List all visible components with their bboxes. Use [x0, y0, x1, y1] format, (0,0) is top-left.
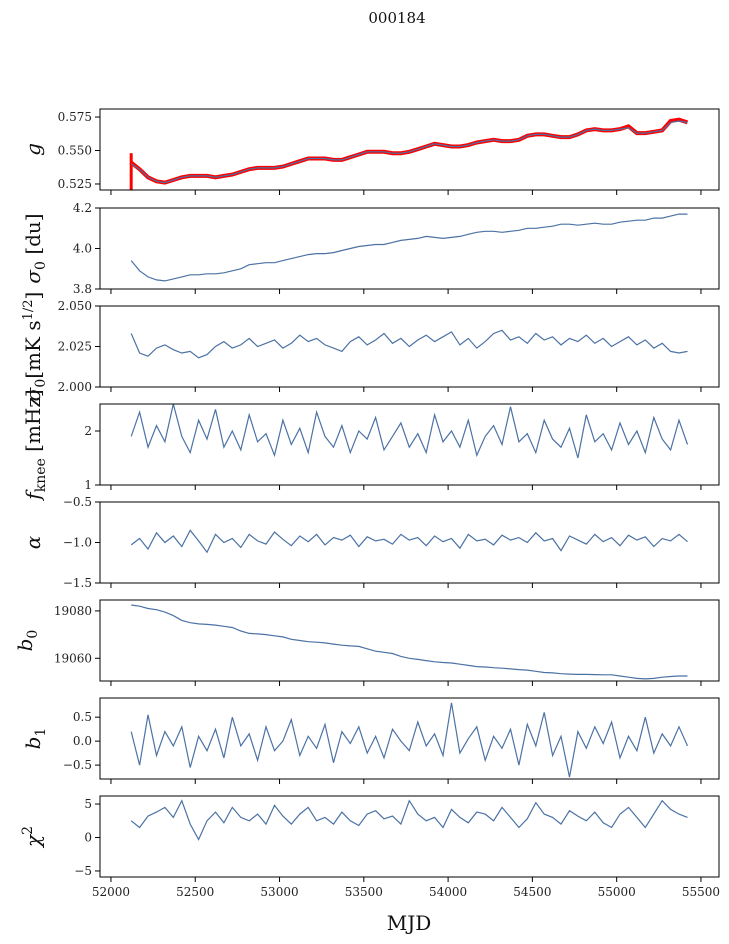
y-label-part: 1	[33, 728, 49, 737]
y-tick-label: 0.5	[73, 710, 92, 724]
y-axis-label: α	[21, 535, 45, 549]
y-axis-label: χ2	[20, 826, 45, 849]
x-tick-label: 54500	[513, 885, 551, 899]
y-label-part: 1/2	[21, 299, 36, 320]
axes-frame	[99, 403, 720, 486]
axes-frame	[99, 697, 720, 780]
y-tick-label: 0.525	[58, 177, 92, 191]
panel-chi2: −5 0 5 52000 52500 53000 53500 54000 54500 55000 5…	[20, 795, 720, 899]
y-axis-label: fknee [mHz]	[21, 389, 49, 501]
x-axis-label: MJD	[387, 911, 432, 935]
y-label-part: ]	[21, 292, 45, 300]
axes-frame	[99, 795, 720, 878]
x-tick-label: 54000	[429, 885, 467, 899]
y-label-part: [mHz]	[21, 389, 45, 458]
axes-frame	[99, 207, 720, 290]
panel-sigma0_du: 3.8 4.0 4.2 σ0 [du]	[21, 201, 720, 296]
panel-b0: 19060 19080 b0	[13, 599, 720, 686]
series-line	[131, 604, 688, 680]
y-tick-label: −1.5	[63, 576, 92, 590]
series-line	[130, 529, 688, 554]
panel-b1: −0.5 0.0 0.5 b1	[21, 697, 720, 784]
y-tick-label: 1	[84, 478, 92, 492]
y-tick-label: 19060	[54, 651, 92, 665]
y-axis-label: σ0 [du]	[21, 213, 49, 283]
series-line	[130, 702, 689, 778]
x-tick-label: 53000	[260, 885, 298, 899]
x-tick-label: 53500	[345, 885, 383, 899]
x-tick-label: 52000	[92, 885, 130, 899]
y-axis-label: g	[21, 143, 45, 156]
series-line-overlay	[129, 117, 689, 185]
y-tick-label: 0	[84, 831, 92, 845]
y-tick-label: 2.025	[58, 340, 92, 354]
y-label-part: [du]	[21, 213, 45, 261]
y-tick-label: 4.2	[73, 201, 92, 215]
y-tick-label: 0.550	[58, 144, 92, 158]
y-label-part: σ	[21, 386, 45, 401]
x-tick-label: 55000	[598, 885, 636, 899]
y-tick-label: 5	[84, 797, 92, 811]
y-label-part: σ	[21, 269, 45, 284]
panel-fknee: 1 2 fknee [mHz]	[21, 389, 720, 502]
panel-sigma0_mk: 2.000 2.025 2.050 σ0[mK s1/2]	[21, 292, 720, 402]
y-label-part: 0	[33, 379, 49, 388]
y-tick-label: −0.5	[63, 495, 92, 509]
x-tick-label: 55500	[682, 885, 720, 899]
y-tick-label: 2.000	[58, 380, 92, 394]
axes-frame	[99, 108, 720, 191]
y-tick-label: 3.8	[73, 282, 92, 296]
y-tick-label: 4.0	[73, 242, 92, 256]
y-tick-label: 2.050	[58, 299, 92, 313]
panel-alpha: −1.5 −1.0 −0.5 α	[21, 495, 720, 590]
y-label-part: χ	[21, 833, 45, 849]
y-label-part: 0	[33, 261, 49, 270]
axes-frame	[99, 599, 720, 682]
series-line	[130, 120, 688, 184]
y-label-part: 0	[25, 630, 41, 639]
y-label-part: [mK s	[21, 320, 45, 378]
y-axis-label: b1	[21, 728, 49, 750]
series-line	[130, 799, 688, 841]
y-axis-label: b0	[13, 630, 41, 652]
panel-g: 0.525 0.550 0.575 g	[21, 108, 720, 195]
chart-title: 000184	[368, 9, 425, 27]
y-label-part: b	[21, 737, 45, 750]
y-label-part: 2	[20, 826, 36, 835]
y-label-part: α	[21, 535, 45, 549]
y-tick-label: 19080	[54, 604, 92, 618]
y-tick-label: −5	[74, 864, 92, 878]
y-label-part: knee	[33, 458, 49, 492]
y-tick-label: −1.0	[63, 536, 92, 550]
y-axis-label: σ0[mK s1/2]	[21, 292, 49, 402]
series-line	[130, 329, 688, 359]
series-line	[130, 213, 688, 282]
series-line	[130, 404, 689, 459]
axes-frame	[99, 501, 720, 584]
y-tick-label: 0.575	[58, 110, 92, 124]
y-label-part: b	[13, 639, 37, 652]
y-tick-label: 2	[84, 424, 92, 438]
x-tick-label: 52500	[176, 885, 214, 899]
y-label-part: g	[21, 143, 45, 156]
y-tick-label: −0.5	[63, 758, 92, 772]
y-tick-label: 0.0	[73, 734, 92, 748]
